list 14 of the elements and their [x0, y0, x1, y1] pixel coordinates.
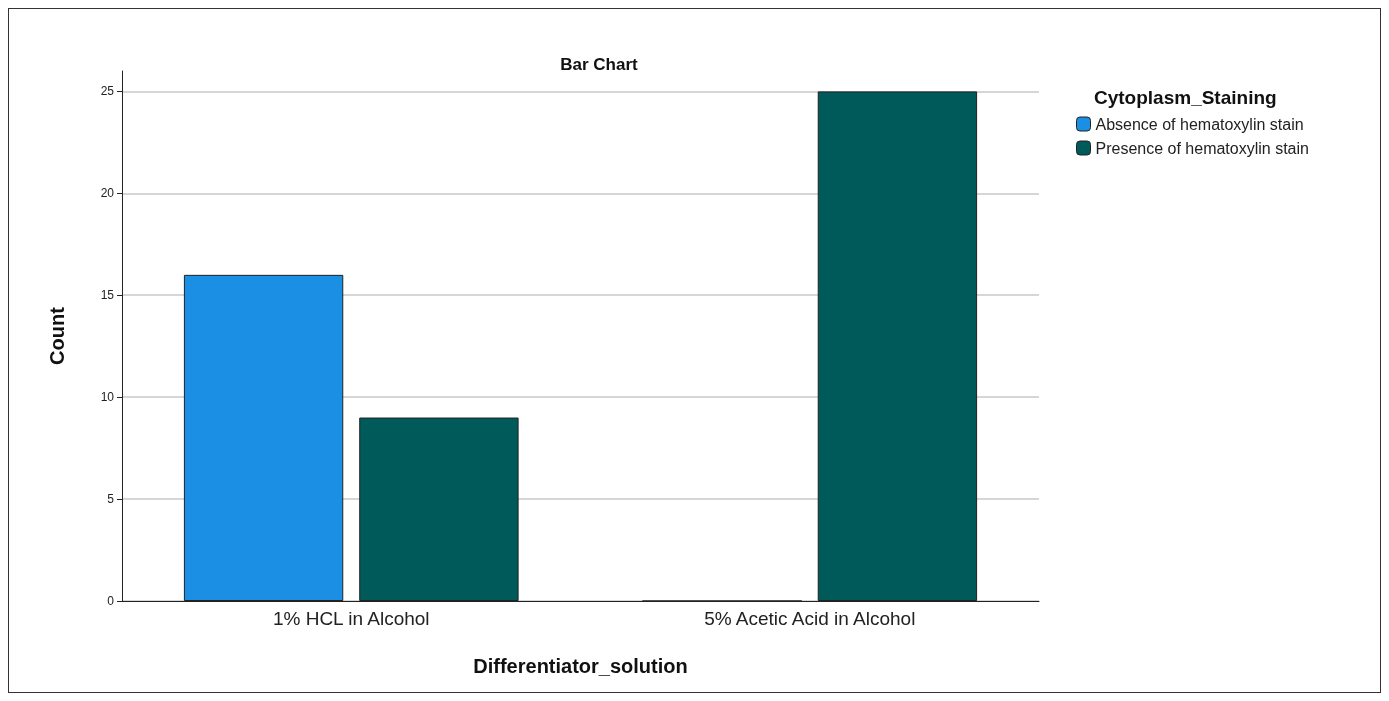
- chart-title: Bar Chart: [560, 55, 639, 74]
- y-tick-label: 20: [100, 186, 115, 201]
- y-tick-label: 10: [100, 390, 115, 405]
- y-tick-label: 15: [100, 288, 115, 303]
- y-tick-label: 25: [100, 84, 115, 99]
- x-axis-title: Differentiator_solution: [473, 655, 688, 677]
- x-tick-label: 5% Acetic Acid in Alcohol: [704, 608, 916, 629]
- y-tick-label: 0: [107, 594, 115, 608]
- legend-title: Cytoplasm_Staining: [1094, 87, 1277, 108]
- x-tick-label: 1% HCL in Alcohol: [272, 608, 430, 629]
- legend-label: Absence of hematoxylin stain: [1095, 115, 1304, 133]
- y-axis-title: Count: [46, 306, 68, 365]
- legend-label: Presence of hematoxylin stain: [1095, 139, 1309, 157]
- y-tick-label: 5: [107, 492, 115, 507]
